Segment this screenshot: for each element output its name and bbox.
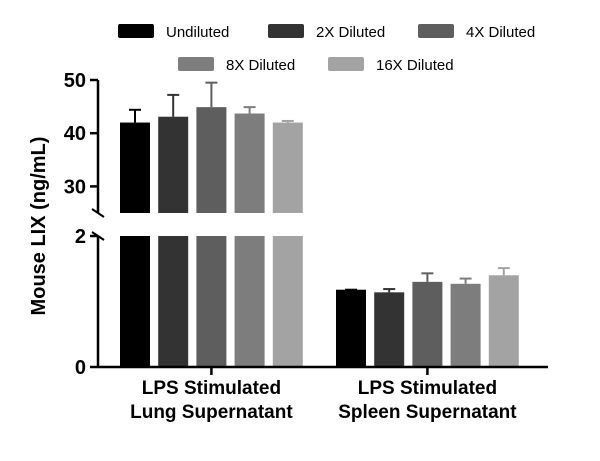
x-category-label: Spleen Supernatant [338, 402, 517, 423]
y-axis-title: Mouse LIX (ng/mL) [28, 137, 50, 316]
y-axis-break-mark [91, 208, 105, 218]
bar [196, 236, 227, 367]
bar [450, 283, 481, 367]
y-tick-label: 30 [64, 176, 86, 198]
x-category-label: LPS Stimulated [142, 378, 281, 399]
bar [272, 122, 303, 213]
bar [488, 275, 519, 367]
x-axis: LPS Stimulated Lung Supernatant LPS Stimul… [98, 365, 548, 423]
bar [234, 236, 265, 367]
y-tick-label: 2 [75, 226, 86, 248]
bar [272, 236, 303, 367]
legend-swatch [418, 24, 454, 38]
bar [120, 236, 150, 367]
bar [374, 292, 405, 367]
legend-swatch [328, 57, 364, 71]
y-tick-label: 0 [75, 357, 86, 379]
y-tick-label: 40 [64, 123, 86, 145]
legend-swatch [118, 24, 154, 38]
legend-label: 16X Diluted [376, 57, 454, 74]
legend-swatch [178, 57, 214, 71]
bar [412, 281, 443, 367]
bar [234, 113, 265, 213]
legend-label: Undiluted [166, 24, 229, 41]
legend-label: 2X Diluted [316, 24, 385, 41]
bar [120, 122, 150, 213]
legend-label: 8X Diluted [226, 57, 295, 74]
bar [336, 289, 366, 367]
bar [158, 236, 189, 367]
legend-label: 4X Diluted [466, 24, 535, 41]
bar [158, 116, 189, 213]
bars [120, 81, 519, 367]
legend: Undiluted 2X Diluted 4X Diluted 8X Diluted 1… [118, 24, 535, 74]
legend-swatch [268, 24, 304, 38]
y-axis: 0 2 30 40 50 [64, 70, 105, 379]
x-category-label: Lung Supernatant [130, 402, 293, 423]
x-category-label: LPS Stimulated [358, 378, 497, 399]
bar [196, 107, 227, 213]
y-tick-label: 50 [64, 70, 86, 92]
